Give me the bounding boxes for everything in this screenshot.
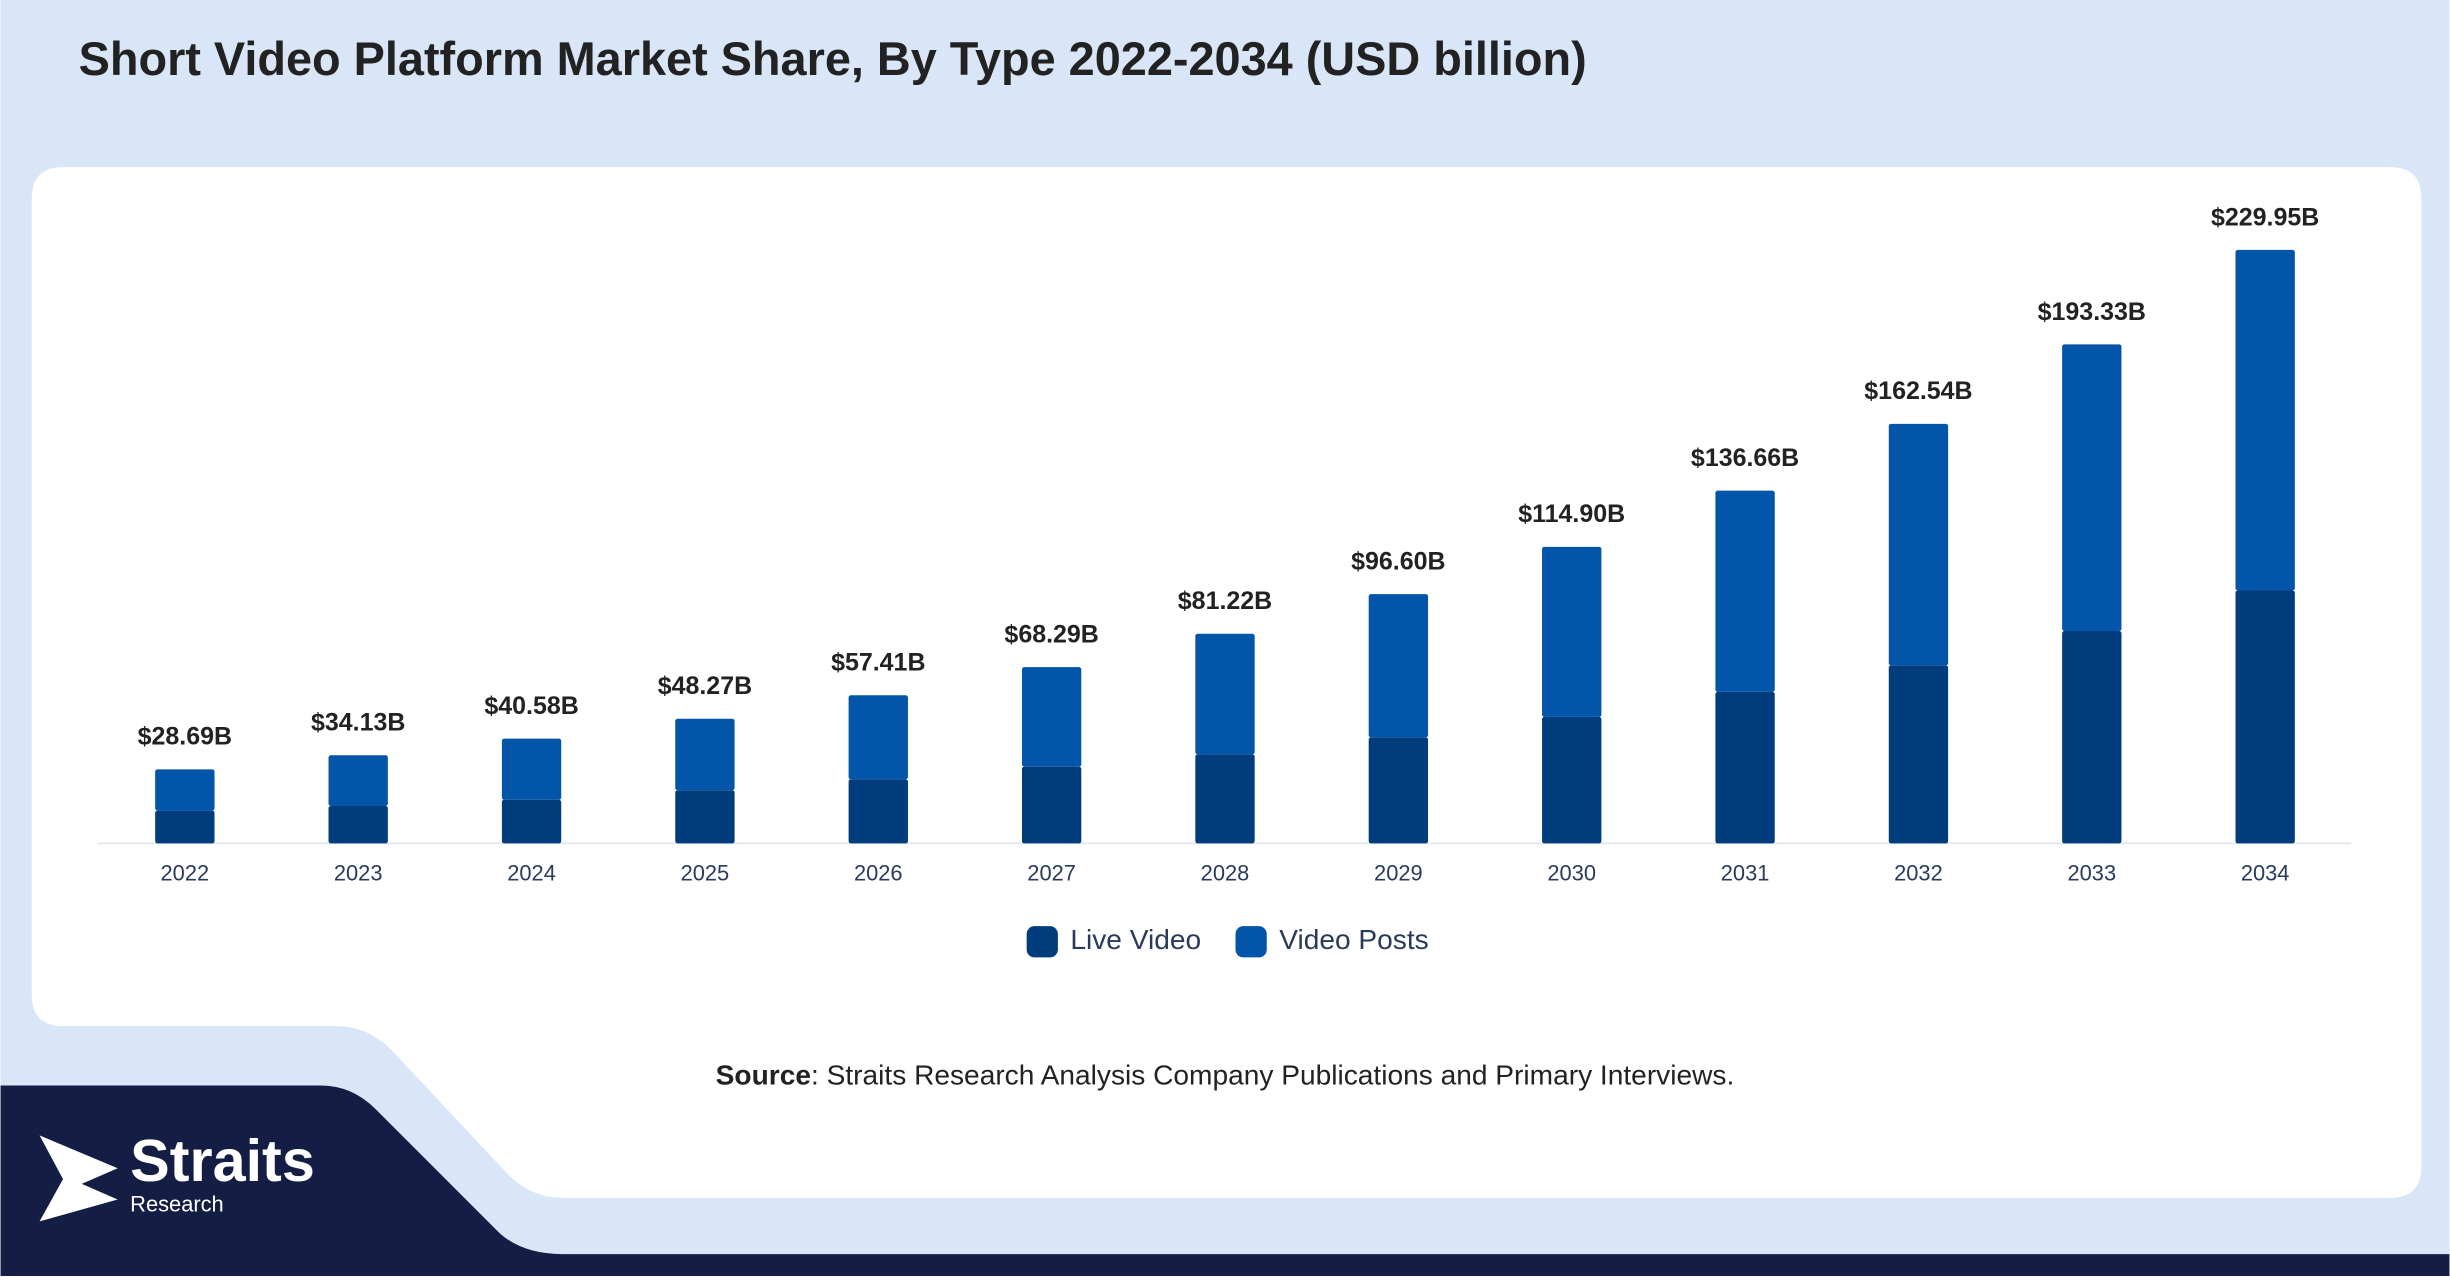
x-tick-label: 2030 [1547,860,1596,885]
x-tick-label: 2029 [1374,860,1423,885]
data-label: $162.54B [1864,377,1972,405]
source-text: : Straits Research Analysis Company Publ… [811,1060,1734,1091]
bar-segment [848,695,908,780]
data-label: $28.69B [138,723,232,751]
bar-segment [328,805,388,844]
data-label: $96.60B [1351,547,1445,575]
bar-segment [501,738,562,800]
bar-segment [1542,716,1602,844]
bar-segment [1368,594,1429,738]
x-tick-label: 2023 [334,860,383,885]
bar-segment [1021,667,1082,767]
source: Source: Straits Research Analysis Compan… [716,1060,1735,1091]
bar-segment [675,790,735,844]
bar-segment [1888,665,1949,844]
logo-sub: Research [130,1191,224,1216]
data-label: $136.66B [1691,444,1799,472]
bar-segment [2062,344,2122,631]
x-tick-label: 2025 [681,860,730,885]
data-label: $40.58B [484,692,578,720]
data-label: $68.29B [1004,620,1098,648]
logo-icon [39,1135,118,1222]
bar-segment [675,718,735,791]
bar-segment [1195,633,1255,755]
data-label: $81.22B [1178,587,1272,615]
data-label: $48.27B [658,672,752,700]
data-label: $57.41B [831,649,925,677]
x-tick-label: 2033 [2067,860,2116,885]
x-tick-label: 2026 [854,860,903,885]
bar-segment [1542,546,1602,717]
bar-segment [1021,766,1082,844]
data-label: $114.90B [1518,500,1625,528]
bar-segment [155,810,215,844]
source-label: Source [716,1060,811,1091]
bar-segment [501,799,562,844]
bar-segment [155,769,215,811]
x-tick-label: 2032 [1894,860,1943,885]
legend-label: Video Posts [1279,924,1429,955]
bar-segment [2235,590,2295,844]
x-tick-label: 2031 [1721,860,1770,885]
data-label: $34.13B [311,709,405,737]
data-label: $193.33B [2038,298,2146,326]
data-label: $229.95B [2211,203,2319,231]
legend-label: Live Video [1070,924,1201,955]
footer-band [0,1085,2450,1276]
chart-title: Short Video Platform Market Share, By Ty… [79,33,1587,85]
x-tick-label: 2027 [1027,860,1076,885]
legend-swatch [1235,926,1267,958]
bar-segment [1715,691,1775,844]
x-tick-label: 2028 [1201,860,1250,885]
bar-segment [1195,754,1255,844]
x-tick-label: 2024 [507,860,556,885]
logo-name: Straits [130,1127,315,1194]
bar-segment [2062,630,2122,844]
bar-segment [328,755,388,806]
bar-segment [1368,737,1429,844]
bar-segment [848,779,908,844]
x-tick-label: 2034 [2241,860,2290,885]
x-tick-label: 2022 [161,860,210,885]
bar-segment [1715,490,1775,692]
bar-segment [1888,423,1949,666]
bar-segment [2235,249,2295,591]
legend-swatch [1026,926,1058,958]
